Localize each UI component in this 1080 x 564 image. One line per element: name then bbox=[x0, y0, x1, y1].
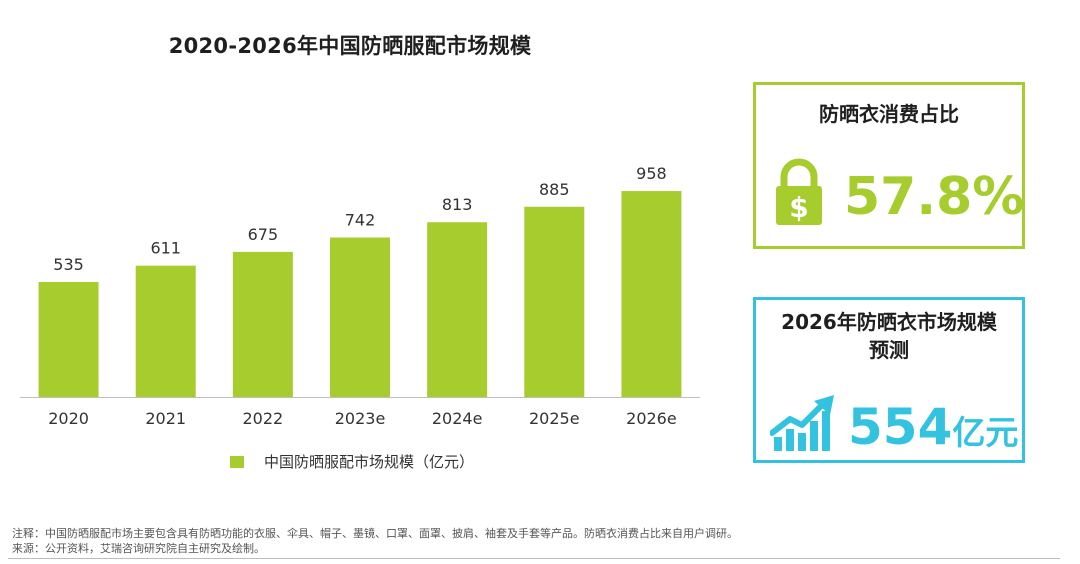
growth-chart-icon bbox=[770, 395, 834, 451]
bar-2021 bbox=[135, 265, 196, 397]
x-tick-label-2024e: 2024e bbox=[432, 409, 483, 428]
legend-swatch bbox=[230, 455, 244, 468]
data-label-2023e: 742 bbox=[345, 211, 376, 230]
bar-2022 bbox=[232, 251, 293, 397]
bar-2024e bbox=[427, 222, 488, 397]
consumption-share-card: 防晒衣消费占比 $ 57.8% bbox=[753, 82, 1025, 249]
market-forecast-title-line2: 预测 bbox=[869, 338, 909, 362]
bar-2026e bbox=[621, 191, 682, 397]
market-forecast-title-line1: 2026年防晒衣市场规模 bbox=[781, 310, 997, 334]
consumption-share-value: 57.8% bbox=[844, 167, 1025, 227]
market-forecast-card: 2026年防晒衣市场规模 预测 554亿元 bbox=[753, 297, 1025, 463]
market-forecast-value: 554亿元 bbox=[848, 398, 1018, 456]
data-label-2021: 611 bbox=[150, 239, 181, 258]
consumption-share-title: 防晒衣消费占比 bbox=[819, 102, 959, 126]
data-label-2020: 535 bbox=[53, 255, 84, 274]
chart-legend: 中国防晒服配市场规模（亿元） bbox=[230, 451, 474, 472]
bar-2025e bbox=[524, 206, 585, 397]
x-tick-label-2023e: 2023e bbox=[335, 409, 386, 428]
x-tick-label-2026e: 2026e bbox=[626, 409, 677, 428]
market-forecast-unit: 亿元 bbox=[952, 413, 1019, 452]
legend-label: 中国防晒服配市场规模（亿元） bbox=[264, 453, 475, 471]
bar-2023e bbox=[330, 237, 390, 397]
market-forecast-number: 554 bbox=[848, 398, 953, 456]
bottom-divider bbox=[8, 558, 1060, 559]
bar-2020 bbox=[38, 282, 99, 397]
data-label-2024e: 813 bbox=[442, 195, 473, 214]
footnote-note: 注释：中国防晒服配市场主要包含具有防晒功能的衣服、伞具、帽子、墨镜、口罩、面罩、… bbox=[12, 527, 738, 540]
lock-dollar-icon: $ bbox=[776, 158, 822, 225]
bar-chart: 535 2020 611 2021 675 2022 742 2023e 813 2024e 885… bbox=[20, 164, 700, 428]
data-label-2026e: 958 bbox=[636, 164, 667, 183]
svg-text:$: $ bbox=[789, 191, 808, 224]
x-tick-label-2020: 2020 bbox=[48, 409, 89, 428]
data-label-2022: 675 bbox=[248, 225, 279, 244]
x-tick-label-2022: 2022 bbox=[242, 409, 283, 428]
footnote-source: 来源：公开资料，艾瑞咨询研究院自主研究及绘制。 bbox=[12, 542, 265, 555]
market-forecast-title: 2026年防晒衣市场规模 预测 bbox=[756, 308, 1022, 364]
data-label-2025e: 885 bbox=[539, 180, 570, 199]
chart-title: 2020-2026年中国防晒服配市场规模 bbox=[168, 34, 532, 58]
x-tick-label-2025e: 2025e bbox=[529, 409, 580, 428]
x-tick-label-2021: 2021 bbox=[145, 409, 186, 428]
footnote: 注释：中国防晒服配市场主要包含具有防晒功能的衣服、伞具、帽子、墨镜、口罩、面罩、… bbox=[12, 526, 738, 556]
